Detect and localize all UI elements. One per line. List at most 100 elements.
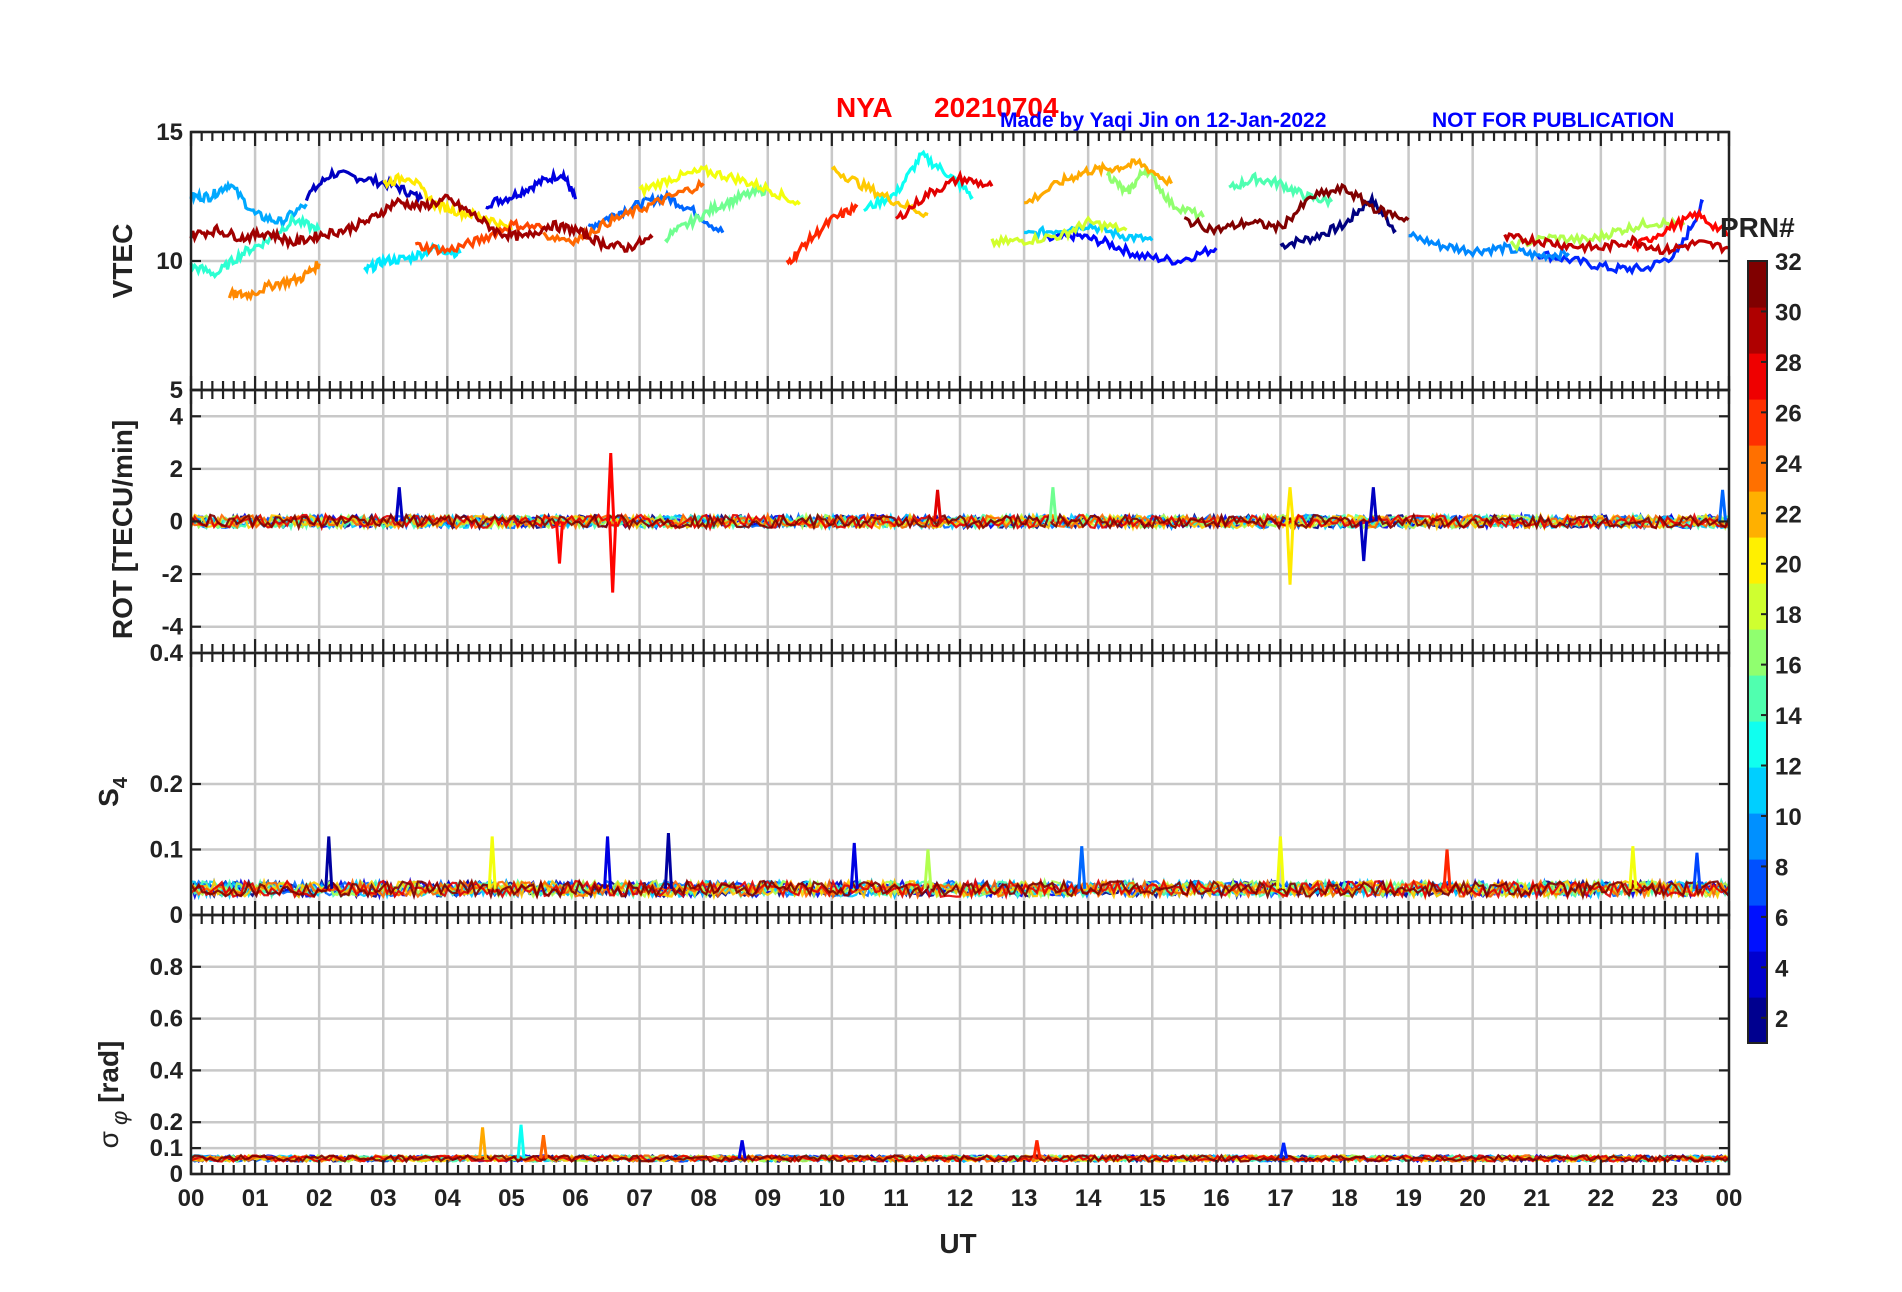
colorbar-swatch bbox=[1748, 307, 1767, 354]
x-tick-label: 17 bbox=[1267, 1185, 1294, 1212]
vtec-series-prn-6 bbox=[1535, 198, 1704, 276]
y-tick-label: 15 bbox=[156, 119, 183, 146]
colorbar-swatch bbox=[1748, 583, 1767, 630]
s4-noise-prn-32 bbox=[190, 878, 1730, 901]
y-tick-label: 0 bbox=[170, 1161, 183, 1188]
y-axis-label-s4: S4 bbox=[93, 776, 132, 807]
vtec-series-prn-13 bbox=[863, 149, 974, 213]
y-tick-label: 0.4 bbox=[150, 640, 184, 667]
rot-spike-prn-3 bbox=[1368, 487, 1378, 522]
colorbar-swatch bbox=[1748, 261, 1767, 308]
s4-spike-prn-4 bbox=[603, 836, 613, 889]
title-date: 20210704 bbox=[934, 92, 1059, 123]
s4-spike-prn-2 bbox=[663, 833, 673, 889]
colorbar-swatch bbox=[1748, 537, 1767, 584]
x-tick-label: 15 bbox=[1139, 1185, 1166, 1212]
vtec-series-prn-16 bbox=[664, 180, 770, 244]
y-tick-label: 0.2 bbox=[150, 771, 183, 798]
vtec-series-prn-22 bbox=[830, 165, 929, 219]
s4-spike-prn-20 bbox=[487, 836, 497, 889]
colorbar-tick-label: 20 bbox=[1775, 552, 1802, 579]
x-tick-label: 14 bbox=[1075, 1185, 1102, 1212]
vtec-series-prn-9 bbox=[1408, 230, 1570, 262]
vtec-series-prn-4 bbox=[485, 167, 578, 210]
x-tick-label: 05 bbox=[498, 1185, 525, 1212]
colorbar-swatch bbox=[1748, 353, 1767, 400]
y-tick-label: -4 bbox=[162, 614, 184, 641]
vtec-series-prn-18 bbox=[1509, 216, 1686, 253]
vtec-series-prn-3 bbox=[304, 166, 424, 205]
rot-spike-prn-8 bbox=[1718, 489, 1728, 522]
x-tick-label: 10 bbox=[818, 1185, 845, 1212]
y-axis-label-sigma: σ φ [rad] bbox=[93, 1041, 132, 1149]
y-axis-label-rot: ROT [TECU/min] bbox=[107, 420, 138, 639]
title-station: NYA bbox=[836, 92, 893, 123]
x-tick-label: 16 bbox=[1203, 1185, 1230, 1212]
colorbar-swatch bbox=[1748, 997, 1767, 1044]
vtec-series-prn-29 bbox=[894, 169, 994, 221]
y-tick-label: 0.8 bbox=[150, 954, 183, 981]
x-tick-label: 19 bbox=[1395, 1185, 1422, 1212]
colorbar-tick-label: 32 bbox=[1775, 249, 1802, 276]
x-tick-label: 01 bbox=[242, 1185, 269, 1212]
colorbar-tick-label: 14 bbox=[1775, 703, 1802, 730]
rot-noise-prn-32 bbox=[190, 512, 1731, 532]
vtec-series-prn-28 bbox=[1631, 208, 1730, 253]
y-tick-label: 10 bbox=[156, 248, 183, 275]
colorbar-frame bbox=[1747, 260, 1768, 1044]
panel-sigma: 00.10.2 0.4 0.6 0.8 σ φ [rad] bbox=[93, 913, 1731, 1188]
x-tick-label: 21 bbox=[1523, 1185, 1550, 1212]
x-tick-label: 23 bbox=[1652, 1185, 1679, 1212]
y-tick-label: -2 bbox=[162, 561, 183, 588]
vtec-series-prn-21 bbox=[382, 172, 513, 234]
s4-spike-prn-18 bbox=[923, 849, 933, 889]
x-tick-label: 18 bbox=[1331, 1185, 1358, 1212]
sigma-spike-prn-25 bbox=[538, 1134, 548, 1159]
colorbar-swatch bbox=[1748, 905, 1767, 952]
s4-spike-prn-7 bbox=[1692, 852, 1702, 889]
colorbar-tick-label: 26 bbox=[1775, 400, 1802, 427]
vtec-series-prn-14 bbox=[189, 212, 321, 280]
x-tick-label: 00 bbox=[178, 1185, 205, 1212]
rot-spike-prn-28 bbox=[554, 521, 564, 564]
title-notice: NOT FOR PUBLICATION bbox=[1432, 109, 1674, 132]
panel-rot: -4 -2 0 2 4 ROT [TECU/min] bbox=[107, 388, 1731, 655]
y-tick-label: 5 bbox=[170, 377, 183, 404]
colorbar-tick-label: 30 bbox=[1775, 299, 1802, 326]
colorbar-swatch bbox=[1748, 859, 1767, 906]
x-tick-label: 09 bbox=[754, 1185, 781, 1212]
colorbar-tick-label: 10 bbox=[1775, 804, 1802, 831]
vtec-series-prn-31 bbox=[189, 193, 654, 253]
rot-spike-prn-29 bbox=[933, 489, 943, 522]
colorbar-tick-label: 16 bbox=[1775, 653, 1802, 680]
x-tick-label: 22 bbox=[1587, 1185, 1614, 1212]
colorbar-swatch bbox=[1748, 675, 1767, 722]
colorbar-swatch bbox=[1748, 767, 1767, 814]
colorbar-label: PRN# bbox=[1720, 212, 1795, 243]
y-tick-label: 2 bbox=[170, 456, 183, 483]
rot-spike-prn-21 bbox=[1285, 487, 1295, 522]
y-tick-label: 0.1 bbox=[150, 837, 183, 864]
y-tick-label: 0 bbox=[170, 902, 183, 929]
x-tick-label: 03 bbox=[370, 1185, 397, 1212]
x-tick-label: 08 bbox=[690, 1185, 717, 1212]
colorbar-tick-label: 6 bbox=[1775, 905, 1788, 932]
y-tick-label: 0.1 bbox=[150, 1135, 183, 1162]
s4-spike-prn-27 bbox=[1442, 849, 1452, 889]
sigma-spike-prn-4 bbox=[737, 1140, 747, 1159]
colorbar-swatch bbox=[1748, 629, 1767, 676]
x-axis-label: UT bbox=[939, 1228, 976, 1259]
colorbar-tick-label: 28 bbox=[1775, 350, 1802, 377]
colorbar-tick-label: 4 bbox=[1775, 955, 1789, 982]
vtec-series-prn-25 bbox=[542, 178, 705, 248]
y-tick-label: 4 bbox=[170, 403, 184, 430]
x-tick-label: 06 bbox=[562, 1185, 589, 1212]
s4-spike-prn-8 bbox=[1077, 846, 1087, 889]
x-tick-label: 02 bbox=[306, 1185, 333, 1212]
y-tick-label: 0.2 bbox=[150, 1109, 183, 1136]
x-tick-label: 04 bbox=[434, 1185, 461, 1212]
title-credit: Made by Yaqi Jin on 12-Jan-2022 bbox=[1000, 109, 1326, 132]
sigma-spike-prn-6 bbox=[1279, 1142, 1289, 1159]
